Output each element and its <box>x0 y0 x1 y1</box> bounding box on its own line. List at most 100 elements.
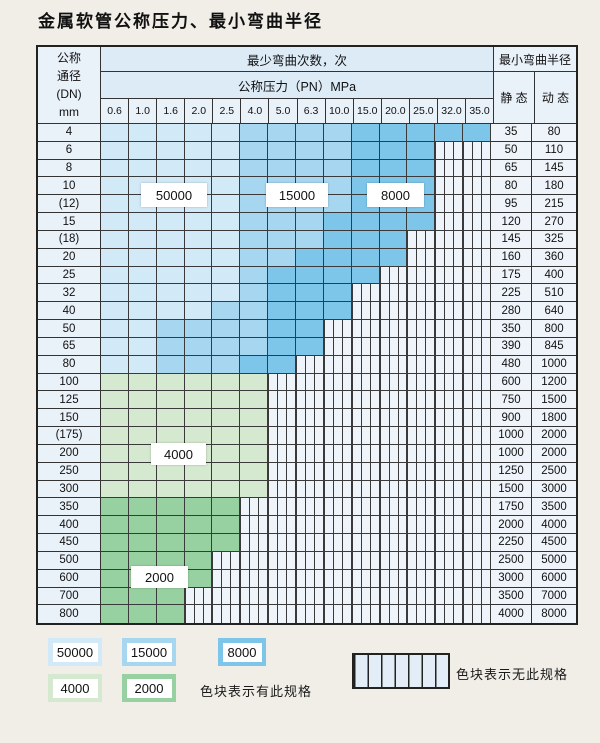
table-row: 6 50 110 <box>38 141 577 160</box>
no-spec-cell <box>463 230 492 249</box>
no-spec-cell <box>407 480 436 499</box>
bend-cycles-header: 最少弯曲次数，次 <box>101 47 494 71</box>
spec-cell <box>323 141 352 160</box>
spec-cell <box>240 337 269 356</box>
static-radius-value: 600 <box>491 373 533 392</box>
dn-label: 4 <box>38 124 101 142</box>
spec-cell <box>268 284 297 303</box>
no-spec-cell <box>463 141 492 160</box>
no-spec-cell <box>435 498 464 517</box>
dn-header-line: 通径 <box>56 69 81 83</box>
spec-cell <box>156 337 185 356</box>
spec-cell <box>296 141 324 160</box>
legend-swatch: 8000 <box>218 638 266 666</box>
pressure-col-header: 2.5 <box>213 99 242 123</box>
spec-cell <box>323 266 352 285</box>
no-spec-cell <box>296 427 324 445</box>
spec-cell <box>184 569 213 588</box>
no-spec-cell <box>379 480 408 499</box>
no-spec-cell <box>435 337 464 356</box>
spec-cell <box>296 320 324 338</box>
dn-label: 32 <box>38 284 101 303</box>
no-spec-cell <box>407 248 436 267</box>
spec-cell <box>407 124 436 142</box>
spec-cell <box>323 213 352 231</box>
no-spec-cell <box>463 605 492 624</box>
table-row: 700 3500 7000 <box>38 587 577 606</box>
no-spec-cell <box>435 355 464 374</box>
no-spec-cell <box>407 409 436 428</box>
static-radius-value: 480 <box>491 355 533 374</box>
static-radius-value: 225 <box>491 284 533 303</box>
spec-cell <box>184 124 213 142</box>
no-spec-cell <box>351 534 380 552</box>
no-spec-cell <box>463 302 492 321</box>
spec-cell <box>101 266 129 285</box>
spec-cell <box>101 534 129 552</box>
dynamic-radius-value: 325 <box>532 230 577 249</box>
no-spec-cell <box>296 498 324 517</box>
no-spec-cell <box>296 516 324 535</box>
no-spec-cell <box>240 569 269 588</box>
dynamic-radius-value: 1800 <box>532 409 577 428</box>
dn-label: 800 <box>38 605 101 624</box>
spec-cell <box>212 230 241 249</box>
dn-label: 450 <box>38 534 101 552</box>
legend-row-blue: 50000 15000 8000 <box>48 638 266 666</box>
no-spec-cell <box>268 480 297 499</box>
spec-cell <box>128 480 157 499</box>
dn-label: 500 <box>38 551 101 570</box>
spec-cell <box>323 177 352 196</box>
pressure-col-header: 20.0 <box>382 99 410 123</box>
dynamic-radius-value: 270 <box>532 213 577 231</box>
dn-label: 6 <box>38 141 101 160</box>
spec-cell <box>101 605 129 624</box>
no-spec-cell <box>463 266 492 285</box>
spec-cell <box>240 320 269 338</box>
spec-cell <box>184 302 213 321</box>
spec-cell <box>101 498 129 517</box>
no-spec-cell <box>268 498 297 517</box>
no-spec-cell <box>407 534 436 552</box>
no-spec-cell <box>268 516 297 535</box>
no-spec-cell <box>435 391 464 410</box>
no-spec-cell <box>435 195 464 214</box>
table-row: 300 1500 3000 <box>38 480 577 499</box>
table-row: 20 160 360 <box>38 248 577 267</box>
pressure-col-header: 25.0 <box>410 99 438 123</box>
no-spec-cell <box>268 551 297 570</box>
dynamic-radius-value: 110 <box>532 141 577 160</box>
no-spec-cell <box>296 391 324 410</box>
spec-cell <box>101 337 129 356</box>
spec-cell <box>156 605 185 624</box>
no-spec-cell <box>351 480 380 499</box>
spec-cell <box>101 569 129 588</box>
dynamic-radius-value: 510 <box>532 284 577 303</box>
no-spec-cell <box>407 337 436 356</box>
spec-cell <box>351 266 380 285</box>
no-spec-cell <box>323 534 352 552</box>
table-row: 150 900 1800 <box>38 409 577 428</box>
cycle-count-label: 15000 <box>266 183 328 207</box>
spec-cell <box>212 409 241 428</box>
spec-cell <box>240 409 269 428</box>
spec-cell <box>184 337 213 356</box>
dn-label: 100 <box>38 373 101 392</box>
dynamic-radius-value: 80 <box>532 124 577 142</box>
spec-cell <box>212 302 241 321</box>
spec-cell <box>101 427 129 445</box>
pressure-col-header: 10.0 <box>326 99 354 123</box>
no-spec-cell <box>351 373 380 392</box>
dn-column-header: 公称 通径 (DN) mm <box>38 47 101 123</box>
table-row: 250 1250 2500 <box>38 462 577 481</box>
spec-cell <box>184 266 213 285</box>
no-spec-cell <box>407 462 436 481</box>
no-spec-cell <box>296 373 324 392</box>
spec-cell <box>184 391 213 410</box>
static-radius-value: 1250 <box>491 462 533 481</box>
no-spec-cell <box>323 391 352 410</box>
dynamic-radius-value: 1200 <box>532 373 577 392</box>
dynamic-radius-value: 5000 <box>532 551 577 570</box>
dn-label: 65 <box>38 337 101 356</box>
no-spec-cell <box>407 444 436 463</box>
